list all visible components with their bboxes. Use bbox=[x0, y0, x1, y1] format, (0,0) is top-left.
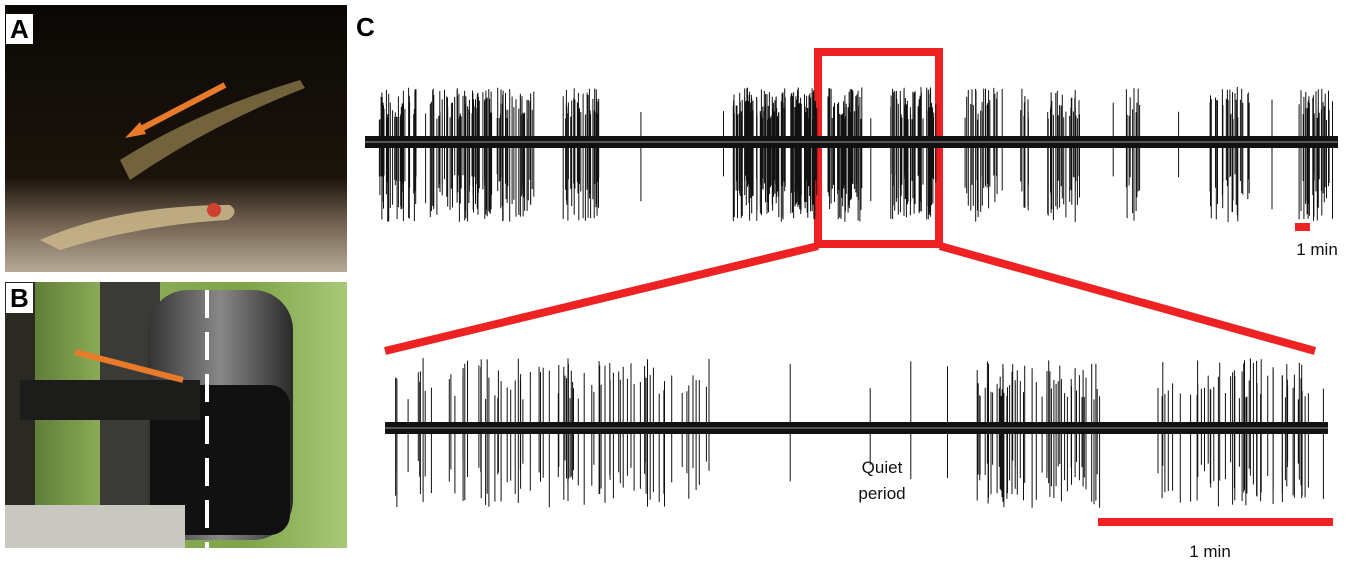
zoom-connector bbox=[384, 242, 819, 355]
scale-label: 1 min bbox=[1296, 240, 1338, 259]
zoom-connector bbox=[938, 242, 1317, 355]
trace-spikes bbox=[395, 358, 1324, 508]
trace-spikes bbox=[378, 87, 1333, 222]
photo-a bbox=[5, 5, 347, 272]
scale-bar bbox=[1295, 223, 1310, 231]
panel-label: B bbox=[6, 283, 33, 313]
photo-b bbox=[5, 282, 347, 548]
scale-label: 1 min bbox=[1189, 542, 1231, 561]
panel-label: C bbox=[356, 12, 375, 42]
scale-bar bbox=[1098, 518, 1333, 526]
panel-label: A bbox=[6, 14, 33, 44]
annotation: Quiet period bbox=[858, 458, 906, 503]
